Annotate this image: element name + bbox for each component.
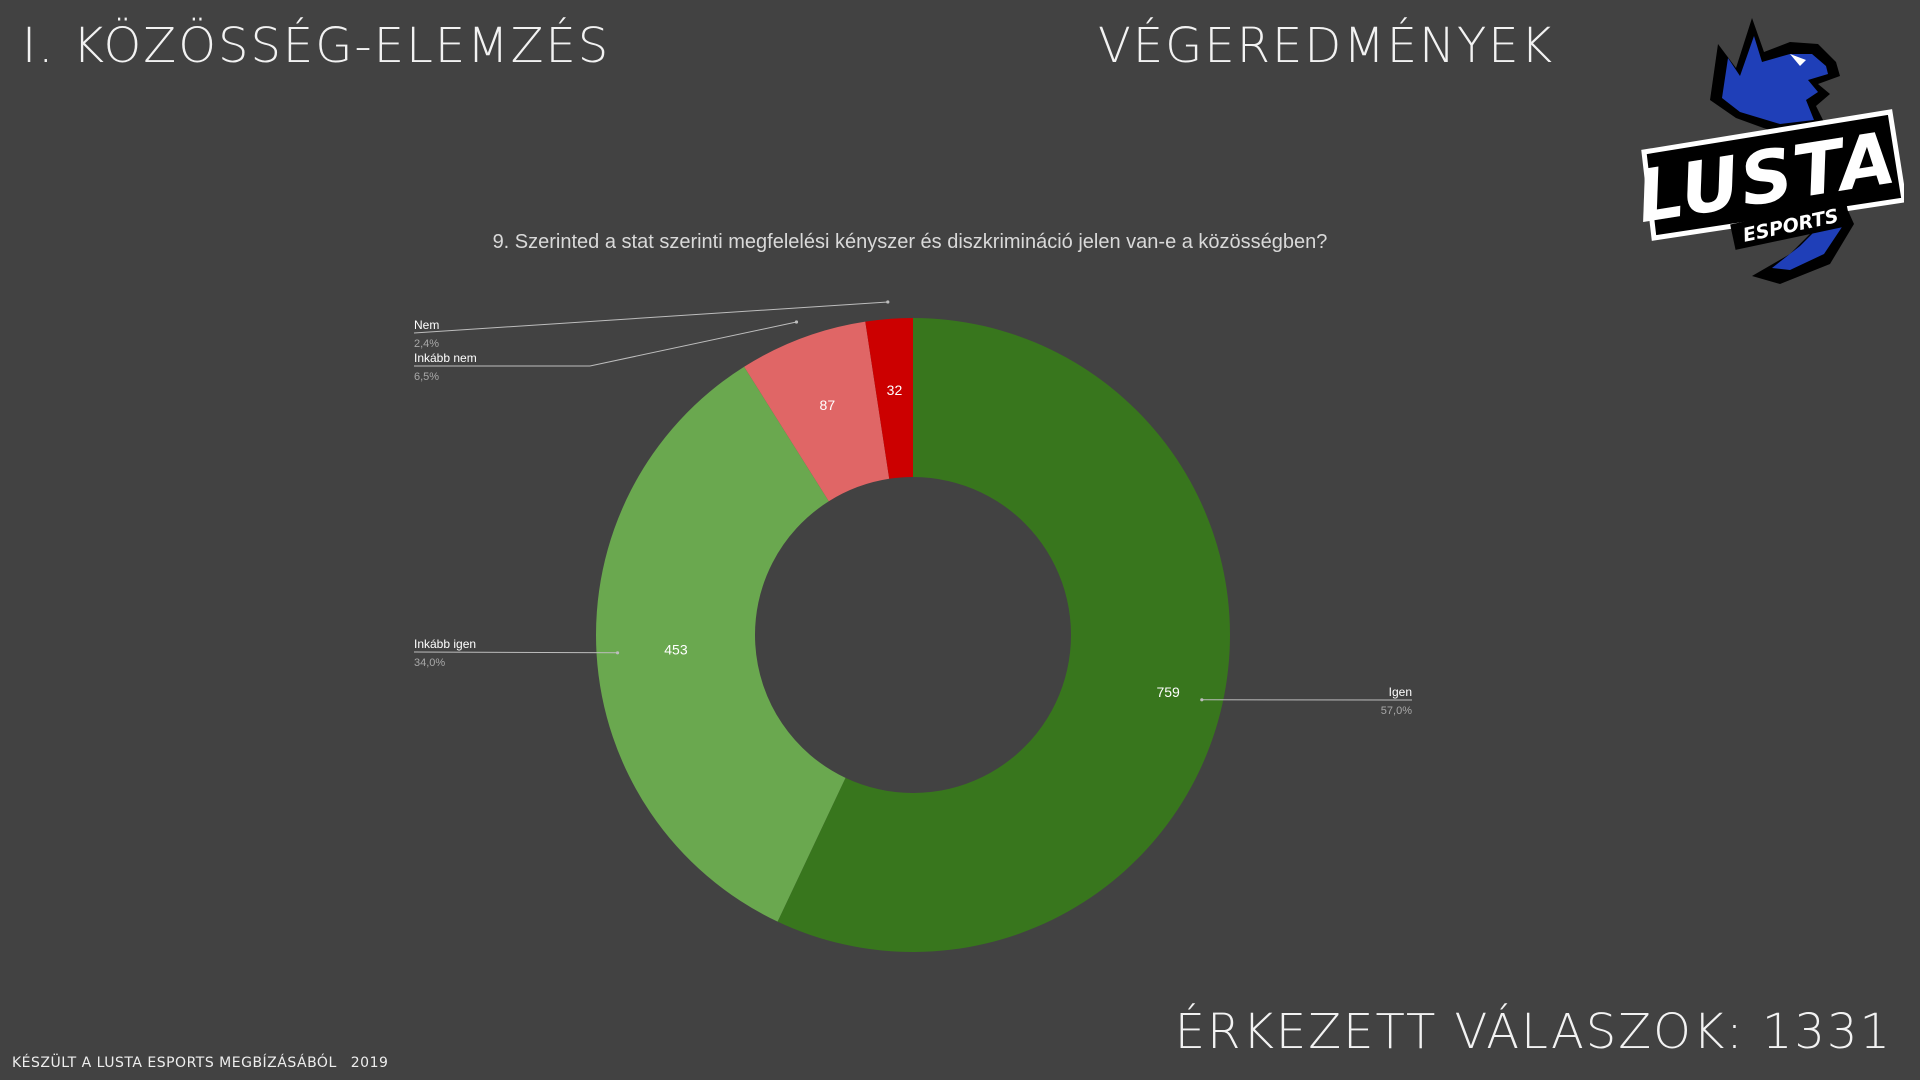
slice-nem: [865, 318, 913, 479]
callout-percent-inkabb-igen: 34,0%: [414, 657, 445, 669]
callout-dot-inkabb-nem: [794, 320, 799, 324]
callout-percent-nem: 2,4%: [414, 338, 439, 350]
callout-percent-igen: 57,0%: [1381, 705, 1412, 717]
slice-value-nem: 32: [887, 382, 903, 398]
slice-inkabb-igen: [595, 366, 846, 922]
section-title: I. KÖZÖSSÉG-ELEMZÉS: [22, 18, 611, 74]
callout-dot-inkabb-igen: [615, 651, 620, 655]
callout-label-nem: Nem: [414, 318, 439, 332]
slice-value-inkabb-nem: 87: [820, 397, 836, 413]
lusta-esports-logo: LUSTA ESPORTS: [1640, 18, 1904, 284]
footer: KÉSZÜLT A LUSTA ESPORTS MEGBÍZÁSÁBÓL 2019: [12, 1055, 388, 1071]
callout-dot-igen: [1200, 698, 1204, 702]
callout-label-inkabb-igen: Inkább igen: [414, 637, 476, 651]
callout-label-igen: Igen: [1389, 685, 1412, 699]
footer-credit: KÉSZÜLT A LUSTA ESPORTS MEGBÍZÁSÁBÓL: [12, 1055, 337, 1071]
slice-value-inkabb-igen: 453: [664, 641, 688, 657]
slice-inkabb-nem: [744, 321, 890, 502]
callout-line-inkabb-nem: [414, 321, 797, 367]
slice-value-igen: 759: [1156, 684, 1180, 700]
results-title: VÉGEREDMÉNYEK: [1098, 18, 1555, 74]
callout-percent-inkabb-nem: 6,5%: [414, 371, 439, 383]
callout-dot-nem: [886, 300, 890, 304]
responses-count: ÉRKEZETT VÁLASZOK: 1331: [1174, 1004, 1892, 1060]
callout-line-nem: [413, 301, 888, 334]
chart-title: 9. Szerinted a stat szerinti megfelelési…: [493, 231, 1328, 253]
callout-line-inkabb-igen: [413, 651, 618, 654]
footer-year: 2019: [350, 1055, 389, 1071]
slice-igen: [777, 318, 1230, 952]
callout-label-inkabb-nem: Inkább nem: [414, 351, 477, 365]
